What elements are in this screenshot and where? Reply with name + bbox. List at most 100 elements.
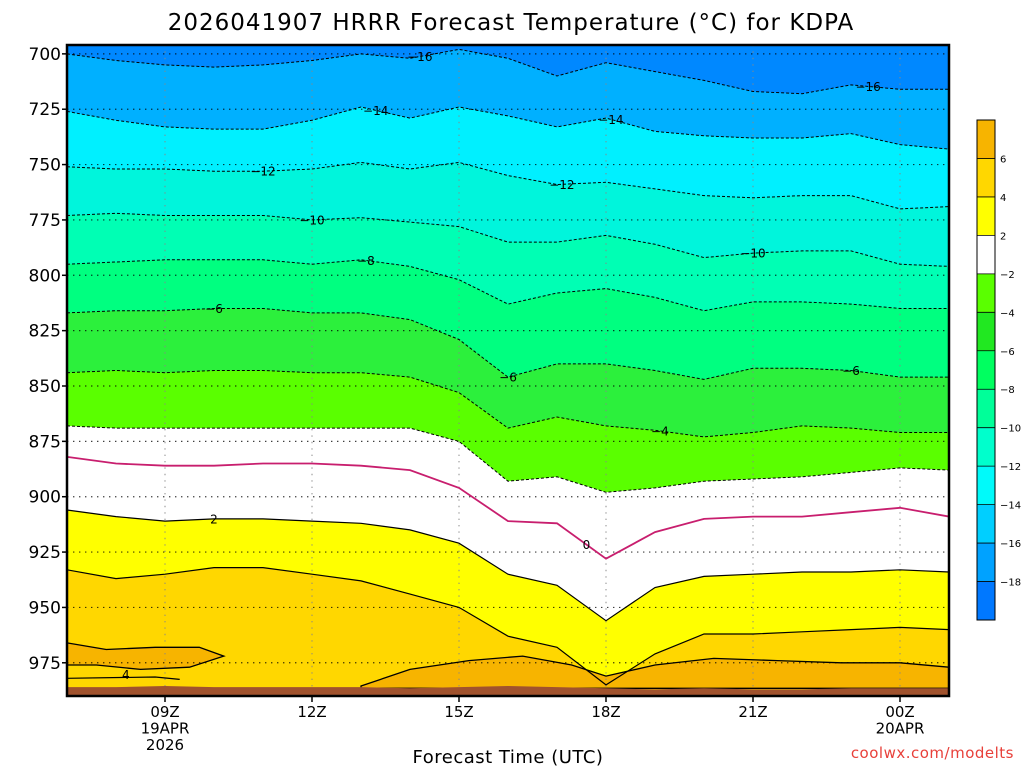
warm-region-2 <box>361 656 949 689</box>
isotherm-2 <box>67 509 949 622</box>
colorbar: 6 4 2 −2 −4 −6 −8 −10 −12 −14 −16 −18 <box>976 119 1021 621</box>
y-tick-label-775: 775 <box>29 211 61 231</box>
colorbar-label--2: −2 <box>1000 270 1015 281</box>
y-tick-label-700: 700 <box>29 45 61 65</box>
x-tick-label-00Z-1: 20APR <box>876 720 925 738</box>
isotherm-6-region-2 <box>360 655 949 689</box>
colorbar-label--6: −6 <box>1000 347 1015 358</box>
chart-title: 2026041907 HRRR Forecast Temperature (°C… <box>168 10 855 36</box>
contour-label--16-2: −16 <box>855 80 880 94</box>
svg-text:−14: −14 <box>363 104 388 118</box>
isotherm-4-near-ground <box>67 676 180 680</box>
contour-label-4-ground: 4 <box>122 668 130 682</box>
colorbar-frame <box>976 119 996 621</box>
svg-text:−10: −10 <box>740 247 765 261</box>
temperature-fill-layer <box>67 45 949 696</box>
colorbar-swatch-2-to-4 <box>977 196 995 236</box>
contour-label-0-14: 0 <box>583 538 591 552</box>
x-tick-label-15Z-0: 15Z <box>444 703 473 721</box>
colorbar-swatch--16-to--14 <box>977 504 995 544</box>
isotherm-0 <box>67 456 949 560</box>
colorbar-label--12: −12 <box>1000 462 1021 473</box>
y-tick-label-875: 875 <box>29 432 61 452</box>
svg-text:−16: −16 <box>407 50 432 64</box>
contour-label--10-7: −10 <box>299 213 324 227</box>
x-tick-label-21Z-0: 21Z <box>738 703 767 721</box>
x-tick-label-00Z-0: 00Z <box>885 703 914 721</box>
colorbar-swatch--4-to--2 <box>977 273 995 313</box>
y-tick-label-950: 950 <box>29 598 61 618</box>
isotherm-6-region-1 <box>67 642 226 671</box>
isotherm--6 <box>67 308 949 380</box>
credit-text: coolwx.com/modelts <box>851 744 1014 762</box>
contour-label--10-8: −10 <box>740 247 765 261</box>
contour-label--12-6: −12 <box>549 178 574 192</box>
svg-text:−6: −6 <box>499 371 517 385</box>
x-tick-label-12Z-0: 12Z <box>297 703 326 721</box>
colorbar-swatch--20-to--18 <box>977 581 995 620</box>
isotherm--14 <box>67 106 949 150</box>
colorbar-swatch--6-to--4 <box>977 312 995 351</box>
isotherm--2 <box>67 425 949 493</box>
y-tick-label-825: 825 <box>29 322 61 342</box>
svg-text:−6: −6 <box>842 364 860 378</box>
colorbar-swatch--8-to--6 <box>977 350 995 390</box>
y-axis: 700 725 750 775 800 825 850 875 900 925 950 975 <box>29 45 67 674</box>
isotherm--8 <box>67 259 949 312</box>
y-tick-label-975: 975 <box>29 654 61 674</box>
y-tick-label-800: 800 <box>29 266 61 286</box>
colorbar-label-2: 2 <box>1000 231 1006 242</box>
svg-text:−8: −8 <box>357 254 375 268</box>
colorbar-label-6: 6 <box>1000 154 1006 165</box>
x-tick-label-09Z-1: 19APR <box>141 720 190 738</box>
y-tick-label-900: 900 <box>29 488 61 508</box>
svg-text:−10: −10 <box>299 213 324 227</box>
y-tick-label-725: 725 <box>29 100 61 120</box>
contour-label--14-4: −14 <box>598 113 623 127</box>
colorbar-swatch-4-to-6 <box>977 158 995 197</box>
colorbar-swatch--12-to--10 <box>977 427 995 467</box>
colorbar-label--18: −18 <box>1000 578 1021 589</box>
isotherm--10 <box>67 212 949 267</box>
colorbar-label--10: −10 <box>1000 424 1021 435</box>
svg-text:−12: −12 <box>250 165 275 179</box>
colorbar-label--14: −14 <box>1000 501 1021 512</box>
svg-text:−14: −14 <box>598 113 623 127</box>
contour-label--8-9: −8 <box>357 254 375 268</box>
svg-text:0: 0 <box>583 538 591 552</box>
contour-label--6-12: −6 <box>842 364 860 378</box>
ground-surface <box>67 686 949 696</box>
isotherm--16 <box>67 48 949 95</box>
colorbar-swatch--2-to-2 <box>977 235 995 274</box>
svg-text:−4: −4 <box>651 424 669 438</box>
y-tick-label-925: 925 <box>29 543 61 563</box>
colorbar-label-4: 4 <box>1000 193 1006 204</box>
contour-label--6-10: −6 <box>205 302 223 316</box>
colorbar-swatch--10-to--8 <box>977 389 995 428</box>
svg-text:−16: −16 <box>855 80 880 94</box>
colorbar-swatch--14-to--12 <box>977 466 995 505</box>
isotherm-4 <box>67 566 949 686</box>
isotherm--12 <box>67 161 949 210</box>
contour-label--12-5: −12 <box>250 165 275 179</box>
contour-label--14-3: −14 <box>363 104 388 118</box>
svg-text:−6: −6 <box>205 302 223 316</box>
colorbar-swatch-6-to-8 <box>977 120 995 159</box>
svg-text:−12: −12 <box>549 178 574 192</box>
y-tick-label-750: 750 <box>29 156 61 176</box>
isotherm-layer <box>67 48 949 689</box>
x-tick-label-09Z-2: 2026 <box>146 736 184 754</box>
x-tick-label-09Z-0: 09Z <box>150 703 179 721</box>
contour-label--16-1: −16 <box>407 50 432 64</box>
colorbar-label--8: −8 <box>1000 385 1015 396</box>
plot-frame <box>65 43 951 698</box>
contour-label--4-13: −4 <box>651 424 669 438</box>
contour-label-layer: −16 −16 −14 −14 −12 −12 −10 −10 −8 −6 −6 −6 −4 0 2 4 <box>122 50 881 682</box>
colorbar-label--4: −4 <box>1000 308 1015 319</box>
y-tick-label-850: 850 <box>29 377 61 397</box>
colorbar-swatch--18-to--16 <box>977 543 995 582</box>
plot-area: −16 −16 −14 −14 −12 −12 −10 −10 −8 −6 −6 −6 −4 0 2 4 <box>65 43 951 698</box>
colorbar-label--16: −16 <box>1000 539 1021 550</box>
x-axis-label: Forecast Time (UTC) <box>413 747 604 768</box>
